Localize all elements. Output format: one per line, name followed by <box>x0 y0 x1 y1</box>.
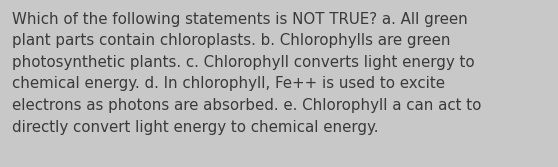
Text: Which of the following statements is NOT TRUE? a. All green
plant parts contain : Which of the following statements is NOT… <box>12 12 482 135</box>
